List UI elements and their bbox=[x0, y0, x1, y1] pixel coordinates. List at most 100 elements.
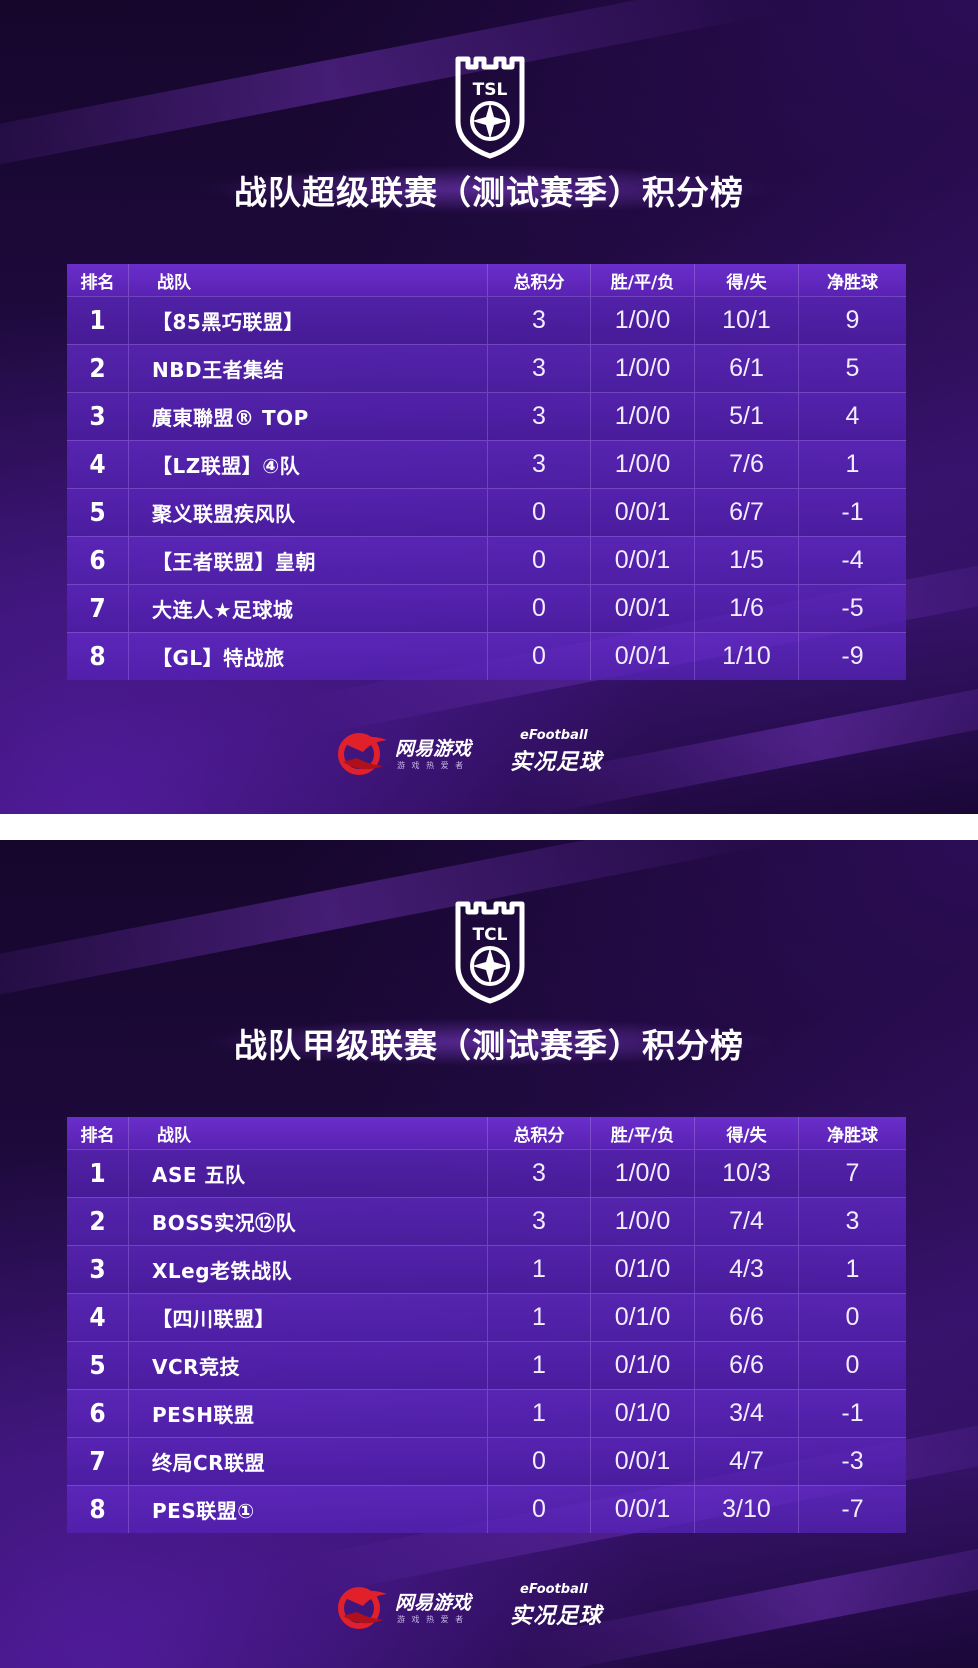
wdl-cell: 0/1/0 bbox=[591, 1342, 695, 1389]
sponsor-logos: 网易游戏 游 戏 热 爱 者 eFootball 实况足球 bbox=[335, 1582, 655, 1632]
points-cell: 0 bbox=[488, 1486, 591, 1533]
points-cell: 1 bbox=[488, 1342, 591, 1389]
wdl-cell: 0/0/1 bbox=[591, 1486, 695, 1533]
points-cell: 0 bbox=[488, 633, 591, 680]
rank-cell: 1 bbox=[67, 1150, 129, 1197]
table-row: 7 大连人★足球城 0 0/0/1 1/6 -5 bbox=[67, 584, 906, 632]
wdl-cell: 0/1/0 bbox=[591, 1294, 695, 1341]
goal-diff-cell: -4 bbox=[841, 546, 864, 574]
header-goal-diff: 净胜球 bbox=[827, 272, 878, 293]
points-cell: 0 bbox=[488, 537, 591, 584]
rank-cell: 2 bbox=[67, 345, 129, 392]
goal-diff-cell: 9 bbox=[845, 306, 860, 334]
goal-diff-cell: 1 bbox=[845, 450, 860, 478]
rank-cell: 1 bbox=[67, 297, 129, 344]
standings-table: 排名 战队 总积分 胜/平/负 得/失 净胜球 1 【85黑巧联盟】 3 1/0… bbox=[67, 264, 906, 680]
goals-cell: 3/4 bbox=[695, 1390, 799, 1437]
points-cell: 3 bbox=[488, 1198, 591, 1245]
goal-diff-cell: 7 bbox=[845, 1159, 860, 1187]
team-cell: 【GL】特战旅 bbox=[129, 633, 488, 680]
title-glow bbox=[200, 165, 778, 213]
table-row: 8 PES联盟① 0 0/0/1 3/10 -7 bbox=[67, 1485, 906, 1533]
goal-diff-cell: -9 bbox=[841, 642, 864, 670]
goal-diff-cell: -3 bbox=[841, 1447, 864, 1475]
header-rank: 排名 bbox=[67, 1117, 129, 1149]
netease-tagline: 游 戏 热 爱 者 bbox=[397, 761, 466, 770]
points-cell: 0 bbox=[488, 489, 591, 536]
table-body: 1 【85黑巧联盟】 3 1/0/0 10/1 9 2 NBD王者集结 3 1/… bbox=[67, 296, 906, 680]
rank-cell: 3 bbox=[67, 1246, 129, 1293]
team-cell: ASE 五队 bbox=[129, 1150, 488, 1197]
points-cell: 3 bbox=[488, 393, 591, 440]
goal-diff-cell: -5 bbox=[841, 594, 864, 622]
rank-cell: 4 bbox=[67, 1294, 129, 1341]
goals-cell: 6/1 bbox=[695, 345, 799, 392]
points-cell: 1 bbox=[488, 1294, 591, 1341]
logo-text: TCL bbox=[473, 925, 508, 945]
wdl-cell: 1/0/0 bbox=[591, 345, 695, 392]
efootball-chinese-wordmark: 实况足球 bbox=[510, 750, 603, 775]
points-cell: 0 bbox=[488, 1438, 591, 1485]
table-row: 2 BOSS实况⑫队 3 1/0/0 7/4 3 bbox=[67, 1197, 906, 1245]
team-cell: PES联盟① bbox=[129, 1486, 488, 1533]
goal-diff-cell: 4 bbox=[845, 402, 860, 430]
header-wdl: 胜/平/负 bbox=[591, 264, 695, 296]
rank-cell: 8 bbox=[67, 1486, 129, 1533]
table-row: 2 NBD王者集结 3 1/0/0 6/1 5 bbox=[67, 344, 906, 392]
tcl-shield-logo-icon: TCL bbox=[455, 901, 525, 1004]
header-points: 总积分 bbox=[488, 1117, 591, 1149]
header-team: 战队 bbox=[129, 264, 488, 296]
table-row: 1 ASE 五队 3 1/0/0 10/3 7 bbox=[67, 1149, 906, 1197]
rank-cell: 3 bbox=[67, 393, 129, 440]
goals-cell: 10/1 bbox=[695, 297, 799, 344]
team-cell: 终局CR联盟 bbox=[129, 1438, 488, 1485]
sponsor-logos: 网易游戏 游 戏 热 爱 者 eFootball 实况足球 bbox=[335, 728, 655, 778]
goal-diff-cell: -7 bbox=[841, 1495, 864, 1523]
team-cell: 廣東聯盟® TOP bbox=[129, 393, 488, 440]
table-row: 4 【四川联盟】 1 0/1/0 6/6 0 bbox=[67, 1293, 906, 1341]
header-rank: 排名 bbox=[67, 264, 129, 296]
team-cell: BOSS实况⑫队 bbox=[129, 1198, 488, 1245]
points-cell: 0 bbox=[488, 585, 591, 632]
points-cell: 3 bbox=[488, 441, 591, 488]
page-title: 战队甲级联赛（测试赛季）积分榜 bbox=[234, 1026, 744, 1065]
header-wdl: 胜/平/负 bbox=[591, 1117, 695, 1149]
points-cell: 1 bbox=[488, 1390, 591, 1437]
goals-cell: 6/7 bbox=[695, 489, 799, 536]
table-row: 3 XLeg老铁战队 1 0/1/0 4/3 1 bbox=[67, 1245, 906, 1293]
wdl-cell: 0/0/1 bbox=[591, 633, 695, 680]
goal-diff-cell: -1 bbox=[841, 498, 864, 526]
team-cell: 【85黑巧联盟】 bbox=[129, 297, 488, 344]
goals-cell: 6/6 bbox=[695, 1294, 799, 1341]
wdl-cell: 0/0/1 bbox=[591, 537, 695, 584]
rank-cell: 7 bbox=[67, 585, 129, 632]
rank-cell: 2 bbox=[67, 1198, 129, 1245]
wdl-cell: 0/0/1 bbox=[591, 585, 695, 632]
wdl-cell: 0/1/0 bbox=[591, 1390, 695, 1437]
table-header: 排名 战队 总积分 胜/平/负 得/失 净胜球 bbox=[67, 264, 906, 296]
efootball-wordmark: eFootball bbox=[520, 728, 588, 743]
table-row: 3 廣東聯盟® TOP 3 1/0/0 5/1 4 bbox=[67, 392, 906, 440]
header-points: 总积分 bbox=[488, 264, 591, 296]
goals-cell: 5/1 bbox=[695, 393, 799, 440]
wdl-cell: 0/1/0 bbox=[591, 1246, 695, 1293]
team-cell: 聚义联盟疾风队 bbox=[129, 489, 488, 536]
table-body: 1 ASE 五队 3 1/0/0 10/3 7 2 BOSS实况⑫队 3 1/0… bbox=[67, 1149, 906, 1533]
super-league-panel: TSL 战队超级联赛（测试赛季）积分榜 排名 战队 总积分 胜/平/负 得/失 … bbox=[0, 0, 978, 814]
goals-cell: 1/10 bbox=[695, 633, 799, 680]
goals-cell: 1/6 bbox=[695, 585, 799, 632]
goals-cell: 7/4 bbox=[695, 1198, 799, 1245]
rank-cell: 6 bbox=[67, 1390, 129, 1437]
table-row: 1 【85黑巧联盟】 3 1/0/0 10/1 9 bbox=[67, 296, 906, 344]
netease-logo-icon bbox=[338, 1587, 387, 1629]
table-row: 6 PESH联盟 1 0/1/0 3/4 -1 bbox=[67, 1389, 906, 1437]
efootball-wordmark: eFootball bbox=[520, 1582, 588, 1597]
table-row: 6 【王者联盟】皇朝 0 0/0/1 1/5 -4 bbox=[67, 536, 906, 584]
header-goals: 得/失 bbox=[695, 264, 799, 296]
wdl-cell: 0/0/1 bbox=[591, 1438, 695, 1485]
rank-cell: 8 bbox=[67, 633, 129, 680]
netease-wordmark: 网易游戏 bbox=[395, 738, 472, 760]
rank-cell: 4 bbox=[67, 441, 129, 488]
table-row: 5 聚义联盟疾风队 0 0/0/1 6/7 -1 bbox=[67, 488, 906, 536]
netease-logo-icon bbox=[338, 733, 387, 775]
